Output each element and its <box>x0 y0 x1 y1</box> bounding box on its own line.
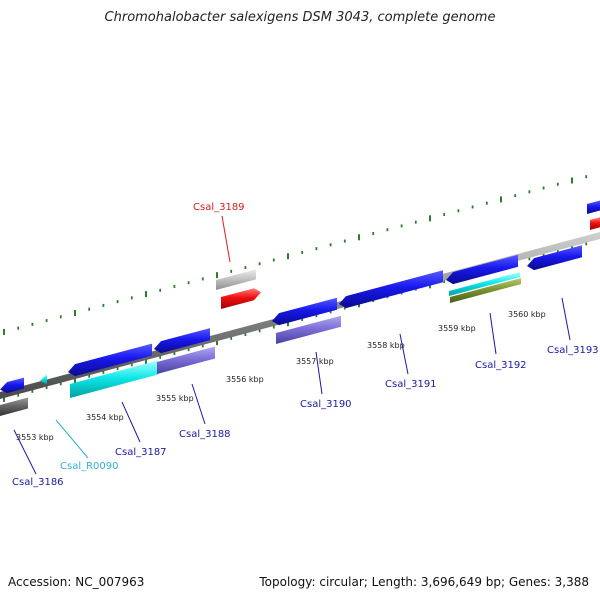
gene-arrow-csal-3192-cyan[interactable] <box>449 272 520 296</box>
genome-summary: Topology: circular; Length: 3,696,649 bp… <box>259 575 589 589</box>
leader-line-csal-3186 <box>13 429 37 475</box>
kbp-label-3554: 3554 kbp <box>86 413 124 422</box>
feature-label-csal-3192[interactable]: Csal_3192 <box>475 360 527 371</box>
leader-line-csal-3190 <box>315 351 323 395</box>
feature-label-csal-3190[interactable]: Csal_3190 <box>300 399 352 410</box>
gene-arrow-csal-3188-alt[interactable] <box>157 346 215 375</box>
feature-label-csal-3188[interactable]: Csal_3188 <box>179 429 231 440</box>
accession-label: Accession: NC_007963 <box>8 575 145 589</box>
leader-line-csal-3191 <box>399 333 409 375</box>
kbp-label-3558: 3558 kbp <box>367 341 405 350</box>
feature-label-csal-3186[interactable]: Csal_3186 <box>12 477 64 488</box>
gene-arrow-csal-3189[interactable] <box>221 288 261 309</box>
kbp-label-3560: 3560 kbp <box>508 310 546 319</box>
feature-label-csal-3187[interactable]: Csal_3187 <box>115 447 167 458</box>
gene-arrow-csal-3191[interactable] <box>339 270 443 309</box>
gene-arrow-csal-3190-alt[interactable] <box>276 315 341 344</box>
leader-line-csal-3188 <box>191 383 206 425</box>
gene-arrow-csal-r0090[interactable] <box>40 374 47 385</box>
leader-line-csal-3193 <box>561 297 571 341</box>
genome-title: Chromohalobacter salexigens DSM 3043, co… <box>104 10 496 25</box>
feature-label-csal-r0090[interactable]: Csal_R0090 <box>60 461 119 472</box>
kbp-label-3556: 3556 kbp <box>226 375 264 384</box>
gene-arrow-csal-3187[interactable] <box>68 343 152 377</box>
feature-label-csal-3193[interactable]: Csal_3193 <box>547 345 599 356</box>
leader-line-csal-r0090 <box>55 419 89 459</box>
gene-arrow-csal-3193[interactable] <box>527 245 582 271</box>
gene-arrow-csal-3192[interactable] <box>446 254 518 285</box>
gene-arrow-csal-3192-olive[interactable] <box>450 278 521 303</box>
gene-arrow-edge-blue[interactable] <box>587 200 600 215</box>
leader-line-csal-3187 <box>121 401 141 443</box>
leader-line-csal-3189 <box>221 215 231 263</box>
gene-arrow-csal-3186-alt[interactable] <box>0 397 28 417</box>
feature-label-csal-3191[interactable]: Csal_3191 <box>385 379 437 390</box>
gene-arrow-csal-3186[interactable] <box>0 377 24 394</box>
kbp-label-3557: 3557 kbp <box>296 357 334 366</box>
gene-arrow-csal-3187-alt[interactable] <box>70 360 158 399</box>
kbp-label-3559: 3559 kbp <box>438 324 476 333</box>
leader-line-csal-3192 <box>489 312 497 355</box>
kbp-label-3555: 3555 kbp <box>156 394 194 403</box>
gene-arrow-csal-3189-gray[interactable] <box>216 269 256 290</box>
gene-arrow-edge-red[interactable] <box>590 217 600 230</box>
gene-arrow-csal-3190[interactable] <box>272 297 337 326</box>
feature-label-csal-3189[interactable]: Csal_3189 <box>193 202 245 213</box>
kbp-label-3553: 3553 kbp <box>16 433 54 442</box>
gene-arrow-csal-3188[interactable] <box>154 328 210 354</box>
